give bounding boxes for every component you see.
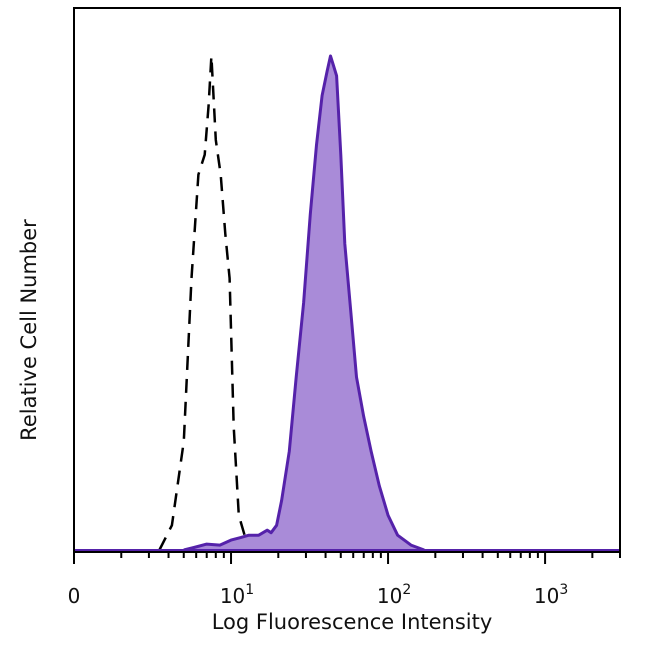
y-axis-label: Relative Cell Number — [17, 219, 41, 441]
series-0-line — [158, 54, 251, 551]
x-axis-label: Log Fluorescence Intensity — [212, 610, 493, 634]
plot-frame — [73, 7, 621, 553]
series-1-line — [183, 54, 425, 552]
tick-labels: 0 101 102 103 — [68, 582, 569, 608]
x-tick-label: 0 — [68, 584, 81, 608]
x-tick-label: 102 — [377, 582, 411, 608]
series-layer — [74, 54, 620, 552]
x-tick-label: 101 — [220, 582, 254, 608]
tick-marks — [73, 552, 621, 564]
x-tick-label: 103 — [534, 582, 568, 608]
